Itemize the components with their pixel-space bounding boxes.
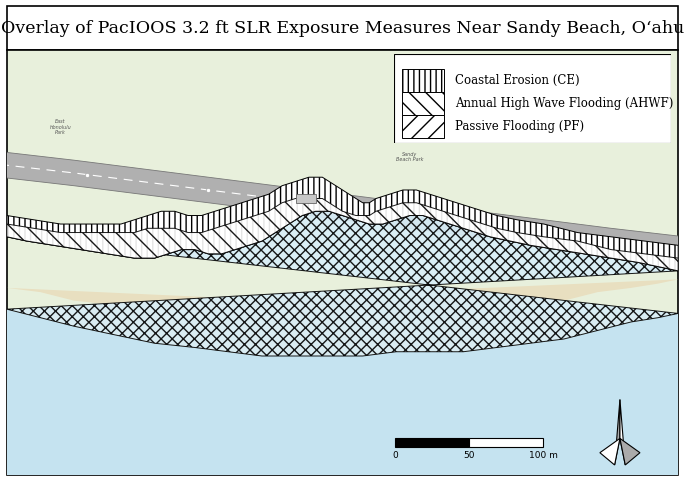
Text: Coastal Erosion (CE): Coastal Erosion (CE) — [455, 73, 580, 86]
Text: Sandy
Beach Park: Sandy Beach Park — [396, 151, 423, 162]
Text: Passive Flooding (PF): Passive Flooding (PF) — [455, 120, 584, 133]
Bar — [395, 438, 469, 447]
Polygon shape — [7, 212, 678, 356]
Polygon shape — [600, 439, 620, 465]
Polygon shape — [7, 199, 678, 271]
Text: Overlay of PacIOOS 3.2 ft SLR Exposure Measures Near Sandy Beach, Oʻahu: Overlay of PacIOOS 3.2 ft SLR Exposure M… — [1, 20, 684, 37]
Bar — [402, 70, 444, 93]
Polygon shape — [7, 178, 678, 271]
Bar — [402, 93, 444, 116]
Text: 0: 0 — [393, 450, 398, 459]
Polygon shape — [620, 400, 625, 465]
Polygon shape — [614, 400, 620, 465]
Polygon shape — [620, 439, 640, 465]
Text: 100 m: 100 m — [529, 450, 558, 459]
Bar — [469, 438, 543, 447]
Polygon shape — [7, 280, 678, 356]
Polygon shape — [0, 152, 685, 263]
Polygon shape — [7, 310, 678, 475]
Text: East
Honolulu
Park: East Honolulu Park — [50, 119, 71, 135]
Bar — [402, 116, 444, 139]
Text: Annual High Wave Flooding (AHWF): Annual High Wave Flooding (AHWF) — [455, 96, 673, 109]
Text: 50: 50 — [464, 450, 475, 459]
Bar — [295, 195, 316, 204]
